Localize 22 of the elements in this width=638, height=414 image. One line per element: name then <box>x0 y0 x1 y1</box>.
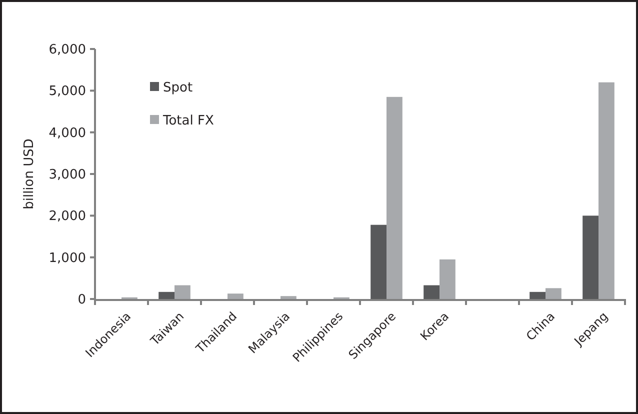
bar <box>598 82 614 299</box>
bar <box>386 96 402 299</box>
bar <box>370 224 386 299</box>
bar <box>440 259 456 299</box>
bar <box>228 294 244 299</box>
y-axis-title: billion USD <box>22 138 37 210</box>
y-tick-label: 0 <box>78 292 86 308</box>
bar <box>280 296 296 299</box>
y-tick-label: 1,000 <box>48 250 86 266</box>
bar <box>582 216 598 299</box>
bar <box>174 285 190 299</box>
bar <box>424 285 440 299</box>
bar <box>530 292 546 299</box>
legend-label: Total FX <box>162 114 214 129</box>
y-tick-label: 4,000 <box>48 126 86 141</box>
bar <box>546 288 562 299</box>
y-tick-label: 2,000 <box>48 209 86 224</box>
legend-label: Spot <box>163 80 193 96</box>
y-tick-label: 5,000 <box>48 84 86 100</box>
y-tick-label: 3,000 <box>48 168 86 183</box>
bar <box>158 292 174 299</box>
y-tick-label: 6,000 <box>48 42 86 58</box>
